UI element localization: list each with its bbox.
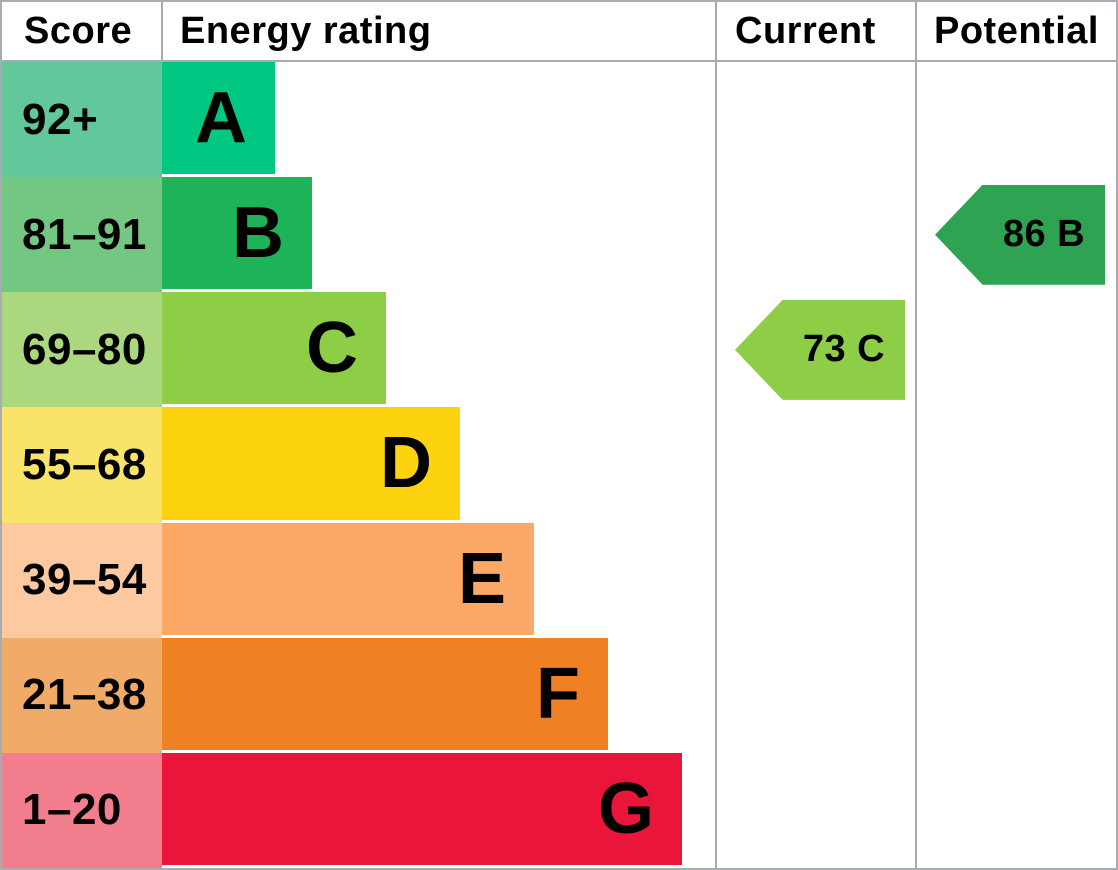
score-range-label: 81–91 [22, 209, 147, 259]
rating-bar-f: F [162, 637, 608, 750]
score-range-cell-f: 21–38 [2, 637, 162, 753]
score-range-label: 1–20 [22, 785, 122, 835]
rating-bar-e: E [162, 522, 534, 635]
rating-bar-a: A [162, 62, 275, 175]
band-row-d: 55–68 D [2, 407, 716, 523]
score-range-cell-b: 81–91 [2, 177, 162, 293]
rating-letter: B [232, 193, 284, 274]
score-range-label: 21–38 [22, 670, 147, 720]
rating-letter: G [597, 768, 654, 849]
rating-letter: D [380, 423, 432, 504]
band-row-b: 81–91 B [2, 177, 716, 293]
potential-rating-label: 86 B [1002, 213, 1086, 256]
potential-rating-arrow: 86 B [935, 184, 1105, 285]
band-row-a: 92+ A [2, 62, 716, 178]
band-row-c: 69–80 C [2, 292, 716, 408]
band-rows: 92+ A 81–91 B 69–80 C 55–68 D 39–54 E 21–38 F 1–20 G [2, 62, 716, 868]
header-energy-rating-label: Energy rating [180, 9, 432, 52]
rating-bar-g: G [162, 752, 682, 865]
current-rating-label: 73 C [802, 328, 886, 371]
header-current-label: Current [735, 9, 876, 52]
rating-bar-c: C [162, 292, 386, 405]
rating-bar-b: B [162, 177, 312, 290]
score-range-label: 55–68 [22, 439, 147, 489]
score-range-cell-a: 92+ [2, 62, 162, 178]
band-row-f: 21–38 F [2, 637, 716, 753]
score-range-label: 92+ [22, 94, 99, 144]
score-range-cell-g: 1–20 [2, 752, 162, 868]
score-range-cell-d: 55–68 [2, 407, 162, 523]
score-range-cell-e: 39–54 [2, 522, 162, 638]
rating-letter: F [536, 653, 580, 734]
rating-letter: E [457, 538, 506, 619]
current-rating-arrow: 73 C [735, 299, 905, 400]
header-row: Score Energy rating Current Potential [2, 2, 1116, 62]
header-score-label: Score [24, 9, 133, 52]
rating-bar-d: D [162, 407, 460, 520]
rating-letter: C [306, 308, 358, 389]
rating-letter: A [195, 78, 247, 159]
score-range-label: 39–54 [22, 555, 147, 605]
band-row-g: 1–20 G [2, 752, 716, 868]
column-divider-potential [915, 2, 917, 868]
score-range-label: 69–80 [22, 324, 147, 374]
header-score-divider [161, 2, 163, 60]
header-potential-label: Potential [934, 9, 1099, 52]
band-row-e: 39–54 E [2, 522, 716, 638]
column-divider-current [715, 2, 717, 868]
score-range-cell-c: 69–80 [2, 292, 162, 408]
